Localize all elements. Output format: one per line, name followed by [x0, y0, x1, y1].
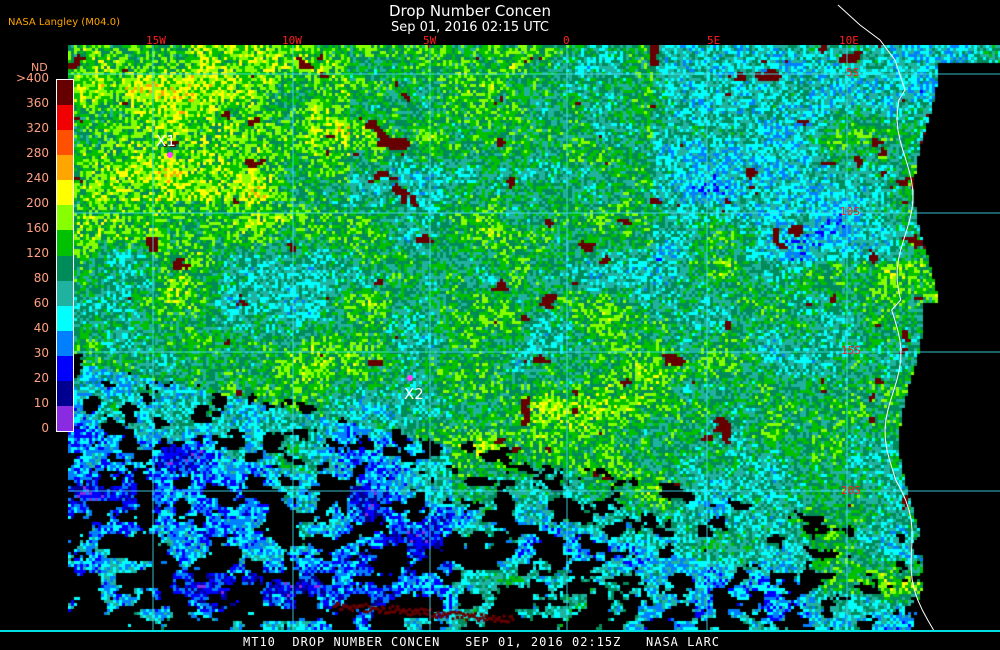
legend-label: 360	[26, 96, 49, 110]
brand-label: NASA Langley (M04.0)	[8, 17, 120, 28]
legend-label: 120	[26, 246, 49, 260]
lat-label-20s: 20S	[841, 484, 861, 497]
legend-label: 160	[26, 221, 49, 235]
legend-label: 30	[33, 346, 49, 360]
lon-label-5e: 5E	[707, 34, 721, 47]
lat-label-15s: 15S	[841, 344, 861, 357]
legend-label: 80	[33, 271, 49, 285]
legend-label: 20	[33, 371, 49, 385]
legend-swatch	[57, 105, 73, 131]
marker-x1-label: X1	[156, 132, 176, 150]
lat-label-5s: 5S	[846, 66, 860, 79]
legend-swatch	[57, 380, 73, 407]
legend-swatch	[57, 305, 73, 331]
marker-x1-dot	[167, 152, 173, 158]
legend-swatch	[57, 330, 73, 356]
legend-label: 320	[26, 121, 49, 135]
legend-label: 40	[33, 321, 49, 335]
legend-unit: ND	[31, 61, 48, 74]
legend-swatch	[57, 155, 73, 181]
lat-label-10s: 10S	[840, 205, 860, 218]
legend-label: 10	[33, 396, 49, 410]
legend-swatch	[57, 180, 73, 206]
legend-swatch	[57, 255, 73, 281]
coastline	[837, 4, 934, 631]
legend-label: 60	[33, 296, 49, 310]
map-title: Drop Number Concen	[388, 2, 552, 20]
legend-swatch	[57, 230, 73, 256]
color-legend	[56, 79, 74, 432]
lon-label-5w: 5W	[423, 34, 437, 47]
legend-label: 200	[26, 196, 49, 210]
legend-swatch	[57, 80, 73, 106]
legend-swatch	[57, 280, 73, 306]
lon-label-15w: 15W	[146, 34, 166, 47]
marker-x2-dot	[407, 375, 413, 381]
lon-label-0: 0	[563, 34, 570, 47]
legend-swatch	[57, 355, 73, 381]
footer-divider	[0, 630, 1000, 632]
legend-swatch	[57, 205, 73, 231]
drop-number-imagery	[68, 45, 1000, 630]
map-timestamp: Sep 01, 2016 02:15 UTC	[390, 20, 550, 35]
legend-label: >400	[16, 71, 49, 85]
lon-label-10e: 10E	[839, 34, 859, 47]
legend-swatch	[57, 406, 73, 432]
legend-label: 240	[26, 171, 49, 185]
legend-label: 280	[26, 146, 49, 160]
lon-label-10w: 10W	[282, 34, 302, 47]
footer-caption: MT10 DROP NUMBER CONCEN SEP 01, 2016 02:…	[243, 635, 721, 649]
marker-x2-label: X2	[404, 385, 424, 403]
legend-swatch	[57, 130, 73, 156]
legend-label: 0	[41, 421, 49, 435]
